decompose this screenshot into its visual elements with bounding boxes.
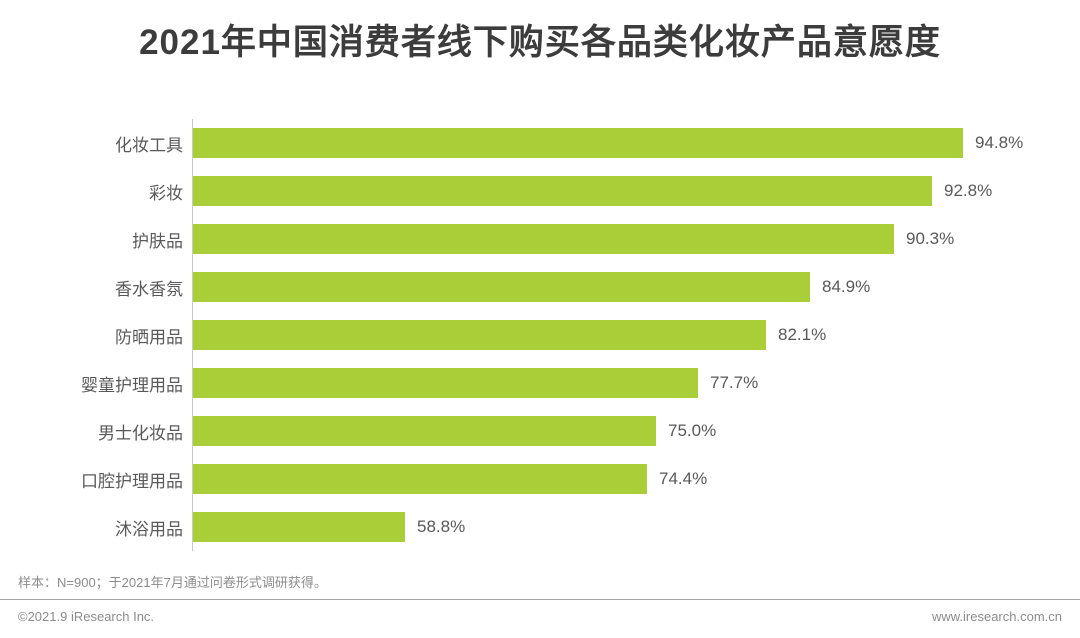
value-label: 94.8% [975, 133, 1024, 152]
value-label: 74.4% [659, 469, 708, 488]
chart-row: 婴童护理用品 77.7% [0, 359, 1080, 407]
bar [193, 272, 810, 302]
chart-row: 沐浴用品 58.8% [0, 503, 1080, 551]
category-label: 护肤品 [132, 231, 183, 251]
bar [193, 176, 932, 206]
bar [193, 128, 963, 158]
category-label: 沐浴用品 [115, 519, 183, 539]
chart-rows: 化妆工具 94.8% 彩妆 92.8% 护肤品 90.3% 香水香氛 84.9%… [0, 119, 1080, 551]
value-label: 75.0% [668, 421, 717, 440]
category-label: 婴童护理用品 [81, 375, 183, 395]
category-label: 男士化妆品 [98, 423, 183, 443]
bar-track: 75.0% [192, 407, 1080, 455]
sample-note: 样本：N=900；于2021年7月通过问卷形式调研获得。 [18, 575, 327, 590]
bar [193, 464, 647, 494]
category-label: 香水香氛 [115, 279, 183, 299]
value-label: 58.8% [417, 517, 466, 536]
bar-track: 90.3% [192, 215, 1080, 263]
chart-row: 香水香氛 84.9% [0, 263, 1080, 311]
bar [193, 224, 894, 254]
value-label: 77.7% [710, 373, 759, 392]
chart-row: 防晒用品 82.1% [0, 311, 1080, 359]
chart-title: 2021年中国消费者线下购买各品类化妆产品意愿度 [139, 23, 941, 62]
bar-track: 58.8% [192, 503, 1080, 551]
category-label: 化妆工具 [115, 135, 183, 155]
value-label: 92.8% [944, 181, 993, 200]
bar [193, 416, 656, 446]
category-label: 防晒用品 [115, 327, 183, 347]
website-text: www.iresearch.com.cn [931, 609, 1062, 624]
chart-row: 男士化妆品 75.0% [0, 407, 1080, 455]
bar [193, 320, 766, 350]
chart-row: 彩妆 92.8% [0, 167, 1080, 215]
chart-row: 化妆工具 94.8% [0, 119, 1080, 167]
value-label: 82.1% [778, 325, 827, 344]
chart-row: 护肤品 90.3% [0, 215, 1080, 263]
bar [193, 512, 405, 542]
bar-track: 77.7% [192, 359, 1080, 407]
bar-track: 74.4% [192, 455, 1080, 503]
copyright-text: ©2021.9 iResearch Inc. [18, 609, 155, 624]
bar-track: 92.8% [192, 167, 1080, 215]
bar-track: 94.8% [192, 119, 1080, 167]
chart-row: 口腔护理用品 74.4% [0, 455, 1080, 503]
bar-track: 82.1% [192, 311, 1080, 359]
bar-chart: 化妆工具 94.8% 彩妆 92.8% 护肤品 90.3% 香水香氛 84.9%… [0, 119, 1080, 551]
category-label: 彩妆 [149, 183, 183, 203]
bar [193, 368, 698, 398]
bar-track: 84.9% [192, 263, 1080, 311]
value-label: 84.9% [822, 277, 871, 296]
category-label: 口腔护理用品 [81, 471, 183, 491]
value-label: 90.3% [906, 229, 955, 248]
separator-line [0, 599, 1080, 600]
footer-bar: ©2021.9 iResearch Inc. www.iresearch.com… [0, 600, 1080, 624]
